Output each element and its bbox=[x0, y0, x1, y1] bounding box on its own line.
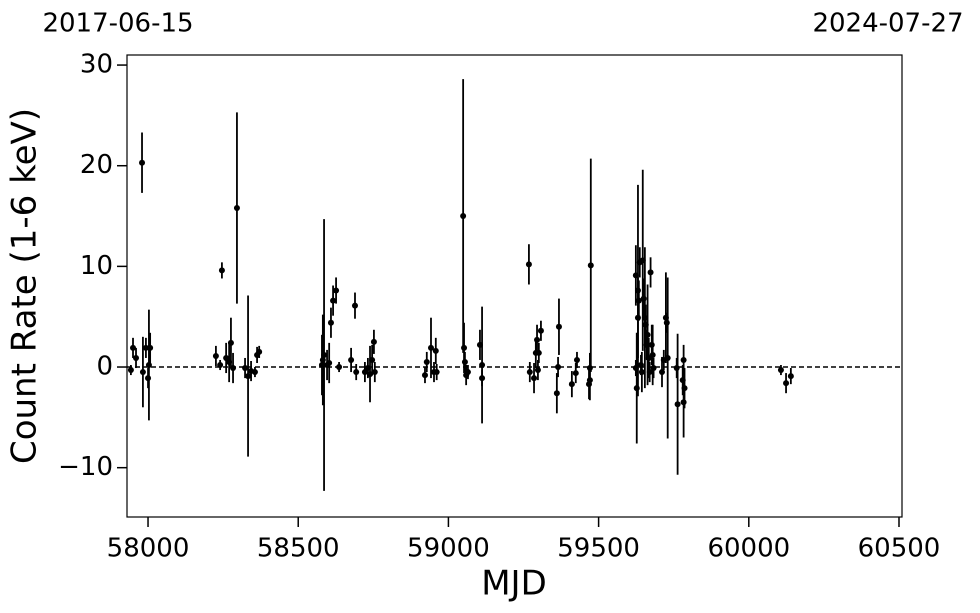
data-point bbox=[212, 352, 219, 359]
y-tick-label: 20 bbox=[80, 150, 113, 180]
data-point bbox=[777, 367, 784, 374]
top-right-label: 2024-07-27 bbox=[812, 9, 963, 39]
data-point bbox=[526, 369, 533, 376]
data-point bbox=[479, 362, 486, 369]
data-point bbox=[635, 297, 642, 304]
data-point bbox=[649, 351, 656, 358]
data-point bbox=[218, 267, 225, 274]
data-point bbox=[525, 261, 532, 268]
data-point bbox=[145, 375, 152, 382]
y-tick-label: 0 bbox=[96, 352, 113, 382]
data-point bbox=[646, 369, 653, 376]
data-point bbox=[537, 327, 544, 334]
data-point bbox=[139, 159, 146, 166]
data-point bbox=[461, 344, 468, 351]
data-point bbox=[783, 380, 790, 387]
data-point bbox=[531, 375, 538, 382]
data-point bbox=[673, 365, 680, 372]
data-point bbox=[330, 297, 337, 304]
data-point bbox=[638, 369, 645, 376]
data-point bbox=[142, 344, 149, 351]
data-point bbox=[336, 364, 343, 371]
data-point bbox=[351, 302, 358, 309]
data-point bbox=[130, 344, 137, 351]
data-point bbox=[326, 360, 333, 366]
data-point bbox=[256, 348, 263, 355]
x-tick-label: 58500 bbox=[257, 534, 340, 564]
x-tick-label: 58000 bbox=[107, 534, 190, 564]
x-axis-label: MJD bbox=[481, 564, 547, 604]
data-point bbox=[663, 319, 670, 326]
data-point bbox=[147, 344, 154, 351]
x-tick-label: 60500 bbox=[858, 534, 941, 564]
data-point bbox=[479, 375, 486, 382]
data-point bbox=[245, 373, 252, 380]
data-point bbox=[217, 362, 224, 369]
y-tick-label: −10 bbox=[58, 452, 113, 482]
data-point bbox=[674, 401, 681, 408]
data-point bbox=[369, 356, 376, 363]
data-point bbox=[787, 373, 794, 380]
data-point bbox=[587, 262, 594, 269]
data-point bbox=[242, 365, 249, 372]
x-tick-label: 60000 bbox=[707, 534, 790, 564]
data-point bbox=[327, 319, 334, 326]
data-point bbox=[427, 344, 434, 351]
data-point bbox=[433, 369, 440, 376]
data-point bbox=[423, 358, 430, 365]
data-point bbox=[461, 358, 468, 365]
data-point bbox=[648, 341, 655, 348]
data-point bbox=[432, 347, 439, 354]
plot-frame bbox=[126, 54, 903, 518]
x-tick-label: 59500 bbox=[557, 534, 640, 564]
data-point bbox=[333, 287, 340, 294]
data-point bbox=[371, 369, 378, 376]
data-point bbox=[227, 339, 234, 346]
data-point bbox=[321, 351, 328, 358]
data-point bbox=[586, 365, 593, 372]
data-point bbox=[634, 314, 641, 321]
data-point bbox=[572, 370, 579, 377]
data-point bbox=[127, 367, 134, 374]
data-point bbox=[555, 323, 562, 330]
data-point bbox=[555, 364, 562, 371]
data-point bbox=[233, 204, 240, 211]
data-point bbox=[145, 362, 152, 369]
data-point bbox=[568, 381, 575, 388]
data-point bbox=[421, 372, 428, 379]
data-point bbox=[460, 213, 467, 220]
y-tick-label: 30 bbox=[80, 50, 113, 80]
data-point bbox=[680, 356, 687, 363]
data-point bbox=[573, 356, 580, 363]
x-tick-label: 59000 bbox=[407, 534, 490, 564]
data-point bbox=[133, 354, 140, 361]
data-point bbox=[644, 331, 651, 338]
data-point bbox=[251, 369, 258, 376]
data-point bbox=[464, 369, 471, 376]
data-point bbox=[681, 385, 688, 392]
data-point bbox=[680, 399, 687, 406]
data-point bbox=[534, 367, 541, 374]
data-point bbox=[647, 269, 654, 276]
y-axis-label: Count Rate (1-6 keV) bbox=[5, 108, 45, 464]
data-point bbox=[230, 365, 237, 372]
top-left-label: 2017-06-15 bbox=[42, 9, 193, 39]
data-point bbox=[534, 336, 541, 343]
data-point bbox=[348, 356, 355, 363]
data-point bbox=[139, 369, 146, 376]
data-point bbox=[353, 369, 360, 376]
data-point bbox=[658, 369, 665, 376]
data-point bbox=[370, 338, 377, 345]
data-point bbox=[637, 362, 644, 369]
data-point bbox=[553, 390, 560, 397]
data-point bbox=[650, 365, 657, 372]
y-tick-label: 10 bbox=[80, 251, 113, 281]
data-point bbox=[535, 349, 542, 356]
data-point bbox=[664, 354, 671, 361]
